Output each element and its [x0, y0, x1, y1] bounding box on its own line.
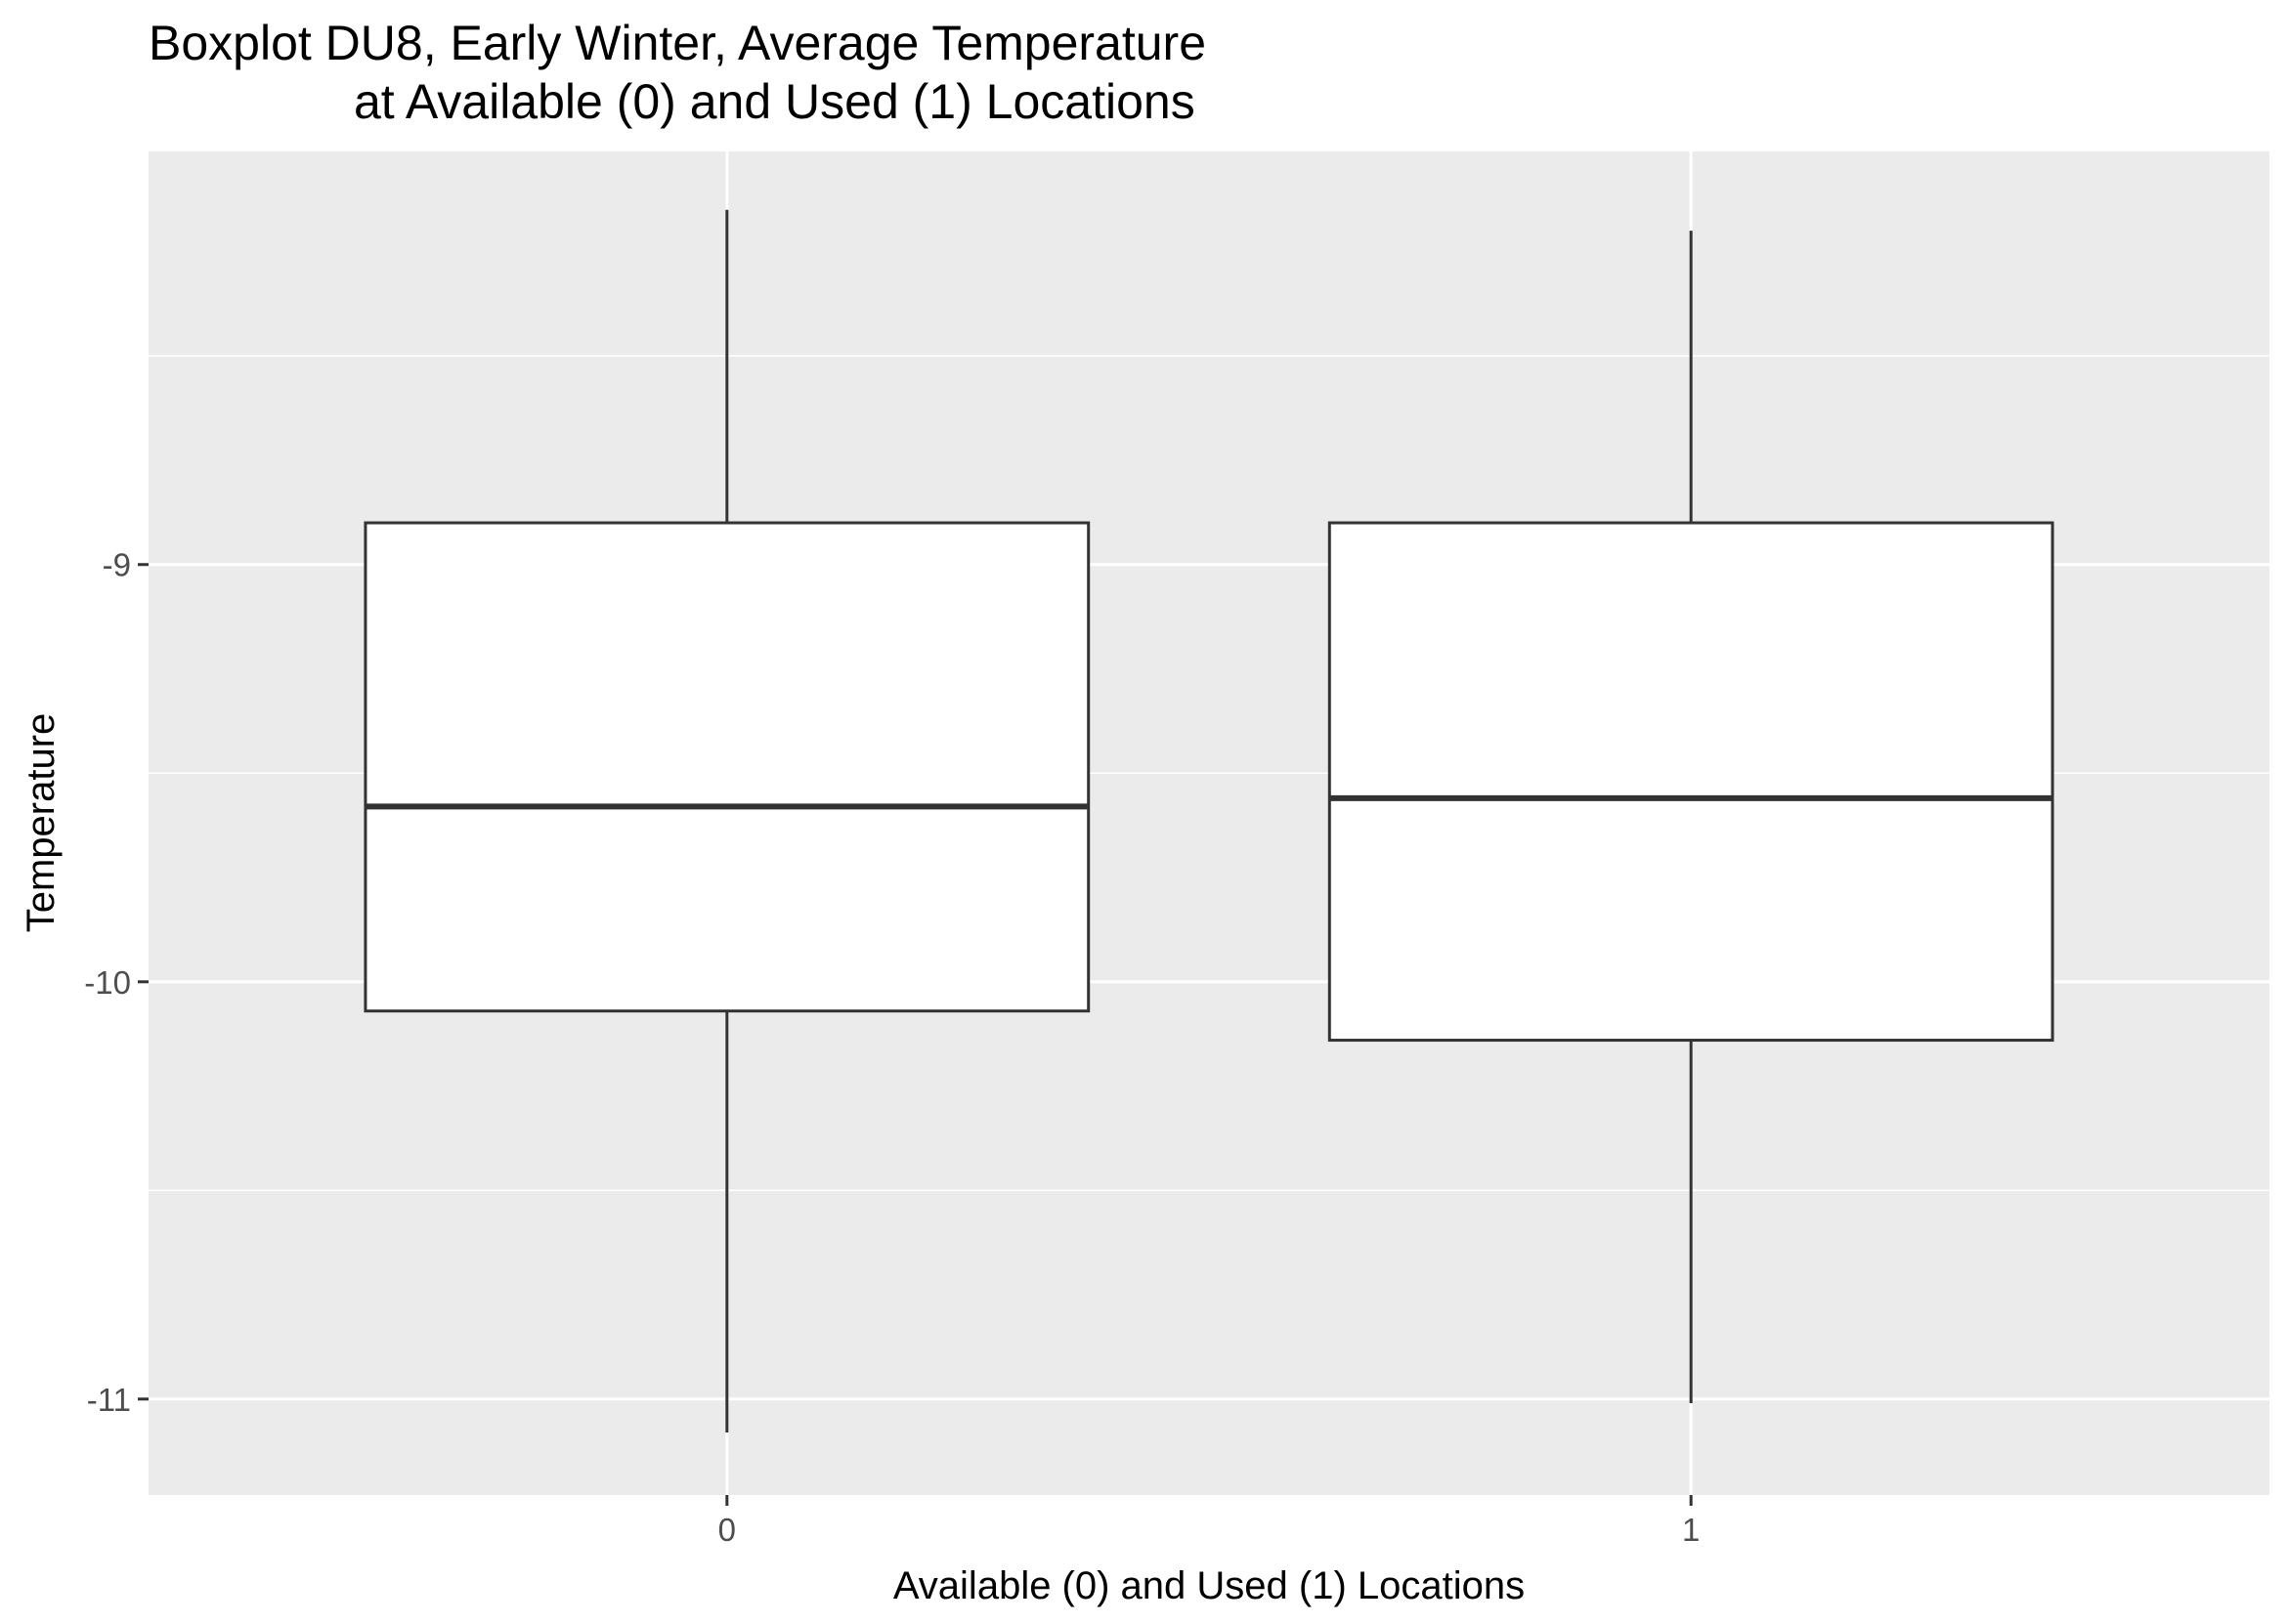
y-axis-title: Temperature	[20, 713, 63, 933]
box-1	[1327, 231, 2054, 1404]
box-0	[364, 209, 1091, 1432]
x-tick-label: 1	[1682, 1512, 1700, 1548]
interquartile-box	[364, 521, 1091, 1013]
axes: -9 -10 -11 0 1	[84, 547, 1700, 1548]
x-axis-title: Available (0) and Used (1) Locations	[893, 1564, 1525, 1607]
y-tick-label: -11	[87, 1382, 131, 1418]
chart-title-line-2: at Available (0) and Used (1) Locations	[354, 74, 1195, 129]
x-tick-label: 0	[718, 1512, 736, 1548]
boxes	[364, 209, 2054, 1432]
y-tick-label: -10	[84, 964, 131, 1001]
chart-title: Boxplot DU8, Early Winter, Average Tempe…	[149, 14, 1206, 131]
chart-title-line-1: Boxplot DU8, Early Winter, Average Tempe…	[149, 16, 1207, 70]
y-tick-label: -9	[103, 547, 131, 583]
interquartile-box	[1327, 521, 2054, 1043]
